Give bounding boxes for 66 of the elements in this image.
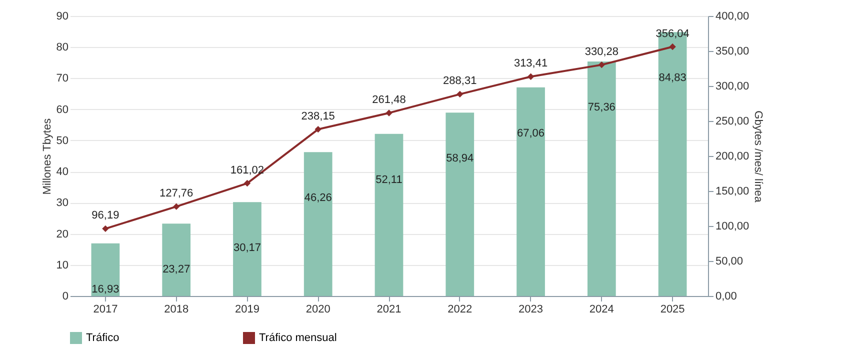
point: [598, 61, 606, 68]
data-label: 127,76: [160, 188, 194, 200]
data-label: 238,15: [301, 110, 335, 122]
x-tick-label: 2017: [93, 304, 118, 316]
point: [456, 90, 464, 98]
data-label: 96,19: [92, 210, 120, 222]
y-tick-label: 40: [56, 166, 68, 178]
point: [314, 126, 322, 133]
x-tick-label: 2022: [448, 304, 472, 316]
y2-tick-label: 0,00: [716, 290, 737, 302]
y2-tick-label: 300,00: [716, 80, 750, 92]
y-tick-label: 30: [56, 197, 68, 210]
y2-tick-label: 100,00: [716, 220, 750, 232]
x-tick-label: 2020: [306, 304, 330, 316]
y-tick-label: 20: [56, 228, 68, 240]
y2-axis-title: Gbytes /mes/ línea: [752, 110, 764, 204]
data-label: 30,17: [233, 242, 261, 254]
data-label: 288,31: [443, 75, 477, 88]
x-tick-label: 2025: [660, 304, 685, 316]
x-tick-label: 2023: [518, 304, 544, 316]
y2-tick-label: 150,00: [716, 186, 750, 198]
bar: [587, 62, 616, 296]
data-label: 313,41: [514, 58, 548, 70]
data-label: 46,26: [304, 192, 332, 204]
y2-tick-label: 50,00: [716, 256, 744, 268]
bar: [304, 152, 332, 296]
legend-label: Tráfico: [86, 332, 120, 344]
point: [669, 43, 676, 50]
y-tick-label: 80: [56, 42, 68, 54]
bar: [446, 112, 474, 296]
bar: [91, 243, 120, 296]
y2-tick-label: 250,00: [716, 116, 750, 128]
point: [386, 110, 392, 116]
data-label: 58,94: [446, 152, 474, 165]
bar: [374, 134, 404, 296]
data-label: 330,28: [584, 46, 618, 58]
y-tick-label: 50: [56, 134, 68, 147]
y-axis-title: Millones Tbytes: [41, 118, 54, 195]
y2-tick-label: 350,00: [716, 46, 750, 58]
y-tick-label: 70: [56, 72, 68, 85]
x-tick-label: 2021: [376, 304, 402, 316]
data-label: 161,02: [230, 164, 264, 176]
x-tick-label: 2019: [234, 304, 260, 316]
x-tick-label: 2024: [589, 304, 614, 316]
legend-label: Tráfico mensual: [259, 332, 337, 344]
data-label: 52,11: [376, 174, 402, 186]
data-label: 261,48: [372, 94, 406, 106]
y2-tick-label: 400,00: [716, 10, 750, 22]
data-label: 75,36: [588, 102, 616, 114]
point: [244, 180, 251, 187]
point: [102, 225, 109, 232]
point: [172, 203, 180, 210]
y-tick-label: 60: [56, 104, 68, 116]
data-label: 67,06: [517, 127, 545, 140]
y-tick-label: 0: [62, 290, 68, 302]
y-tick-label: 10: [56, 259, 68, 272]
data-label: 84,83: [658, 72, 686, 84]
bar: [233, 202, 262, 296]
data-label: 23,27: [162, 264, 190, 276]
data-label: 16,93: [92, 283, 120, 296]
y2-tick-label: 200,00: [716, 150, 750, 162]
bar: [162, 224, 191, 296]
point: [527, 73, 534, 80]
bar: [516, 87, 545, 296]
x-tick-label: 2018: [164, 304, 189, 316]
y-tick-label: 90: [56, 10, 68, 22]
